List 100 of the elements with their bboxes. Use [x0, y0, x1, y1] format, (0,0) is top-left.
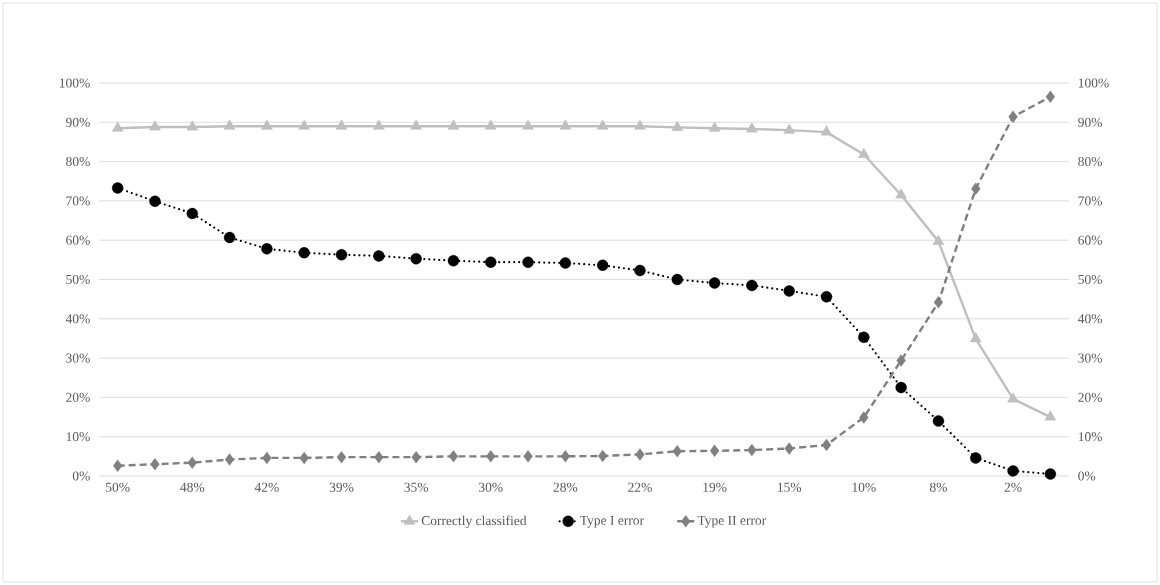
- legend-label: Type I error: [580, 515, 644, 528]
- y2-tick-label: 0%: [1078, 471, 1096, 481]
- y2-tick-label: 100%: [1078, 78, 1109, 88]
- y-tick-label: 50%: [66, 274, 90, 285]
- legend-label: Correctly classified: [421, 515, 527, 528]
- point: [522, 119, 534, 130]
- point: [485, 256, 497, 268]
- point: [970, 452, 982, 464]
- point: [149, 120, 161, 131]
- x-tick-label: 50%: [106, 482, 130, 492]
- point: [298, 119, 310, 130]
- y2-tick-label: 90%: [1078, 117, 1102, 127]
- point: [709, 444, 720, 457]
- y-tick-label: 60%: [66, 235, 90, 245]
- y2-tick-label: 20%: [1078, 392, 1102, 402]
- point: [859, 411, 869, 424]
- point: [447, 254, 460, 267]
- y2-tick-label: 10%: [1078, 432, 1102, 442]
- point: [484, 119, 497, 130]
- y-tick-label: 70%: [66, 196, 90, 206]
- point: [1044, 468, 1057, 480]
- y2-tick-label: 80%: [1078, 157, 1102, 167]
- point: [299, 451, 309, 465]
- point: [112, 182, 124, 194]
- point: [187, 456, 197, 469]
- point: [223, 231, 236, 244]
- x-tick-label: 35%: [404, 482, 429, 492]
- point: [821, 438, 832, 452]
- point: [634, 264, 646, 277]
- point: [932, 234, 945, 245]
- point: [1007, 392, 1019, 403]
- point: [747, 443, 757, 457]
- y2-tick-label: 60%: [1078, 235, 1102, 245]
- point: [597, 259, 609, 271]
- point: [559, 257, 571, 269]
- point: [895, 188, 907, 199]
- x-tick-label: 15%: [778, 482, 802, 492]
- point: [672, 445, 682, 458]
- point: [933, 296, 944, 309]
- point: [447, 119, 460, 130]
- point: [1044, 410, 1057, 421]
- point: [150, 458, 160, 471]
- point: [373, 250, 385, 262]
- x-tick-label: 48%: [180, 482, 205, 492]
- x-tick-label: 2%: [1004, 482, 1022, 492]
- point: [448, 450, 459, 463]
- point: [598, 449, 608, 463]
- point: [896, 354, 906, 367]
- point: [969, 332, 982, 343]
- point: [971, 182, 981, 195]
- point: [261, 243, 273, 255]
- x-tick-label: 28%: [553, 482, 578, 492]
- point: [596, 119, 609, 130]
- x-tick-label: 19%: [703, 482, 727, 492]
- point: [783, 123, 795, 134]
- y-tick-label: 20%: [66, 392, 90, 402]
- point: [374, 450, 384, 464]
- point: [708, 277, 721, 289]
- point: [149, 195, 161, 207]
- y-tick-label: 40%: [65, 314, 90, 324]
- point: [335, 119, 348, 130]
- x-tick-label: 30%: [479, 482, 503, 492]
- y-tick-label: 10%: [66, 432, 90, 442]
- y2-tick-label: 30%: [1078, 353, 1102, 363]
- y2-tick-label: 70%: [1078, 196, 1102, 206]
- point: [411, 450, 421, 464]
- point: [1008, 110, 1018, 123]
- point: [523, 450, 533, 463]
- point: [522, 256, 534, 268]
- point: [784, 442, 794, 455]
- point: [261, 119, 273, 130]
- point: [783, 285, 795, 297]
- point: [746, 122, 758, 133]
- point: [559, 119, 572, 130]
- point: [932, 415, 945, 427]
- point: [410, 253, 422, 265]
- point: [746, 279, 758, 292]
- point: [858, 331, 870, 343]
- point: [373, 119, 385, 130]
- y-tick-label: 100%: [59, 78, 90, 88]
- point: [671, 273, 683, 286]
- point: [820, 125, 833, 136]
- point: [410, 119, 422, 130]
- point: [186, 120, 199, 131]
- legend-label: Type II error: [697, 515, 767, 528]
- point: [560, 450, 570, 463]
- y-tick-label: 90%: [65, 117, 90, 127]
- y-tick-label: 80%: [66, 157, 90, 167]
- point: [486, 450, 496, 463]
- point: [262, 451, 272, 465]
- point: [895, 381, 907, 394]
- point: [224, 453, 235, 466]
- point: [113, 459, 123, 472]
- point: [1045, 90, 1056, 103]
- point: [671, 120, 684, 131]
- point: [708, 121, 721, 132]
- point: [1007, 465, 1019, 477]
- point: [336, 450, 347, 464]
- y-tick-label: 30%: [66, 353, 90, 363]
- point: [820, 291, 833, 303]
